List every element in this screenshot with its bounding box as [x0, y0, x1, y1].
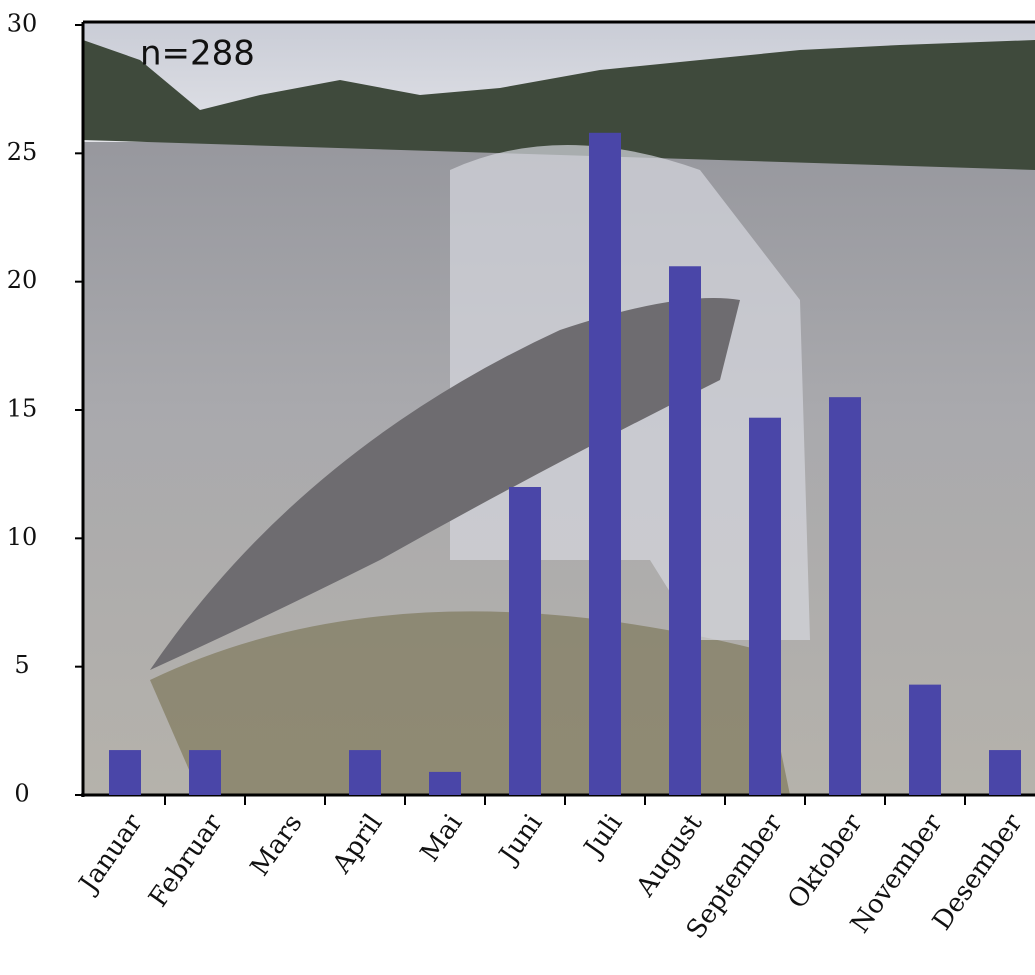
- bar: [109, 750, 141, 795]
- x-tick-label: Oktober: [782, 808, 869, 914]
- bar: [509, 487, 541, 795]
- bar: [189, 750, 221, 795]
- bar: [829, 397, 861, 795]
- bar: [589, 133, 621, 795]
- x-tick-label: Juli: [577, 809, 628, 865]
- x-tick-label: August: [630, 808, 709, 902]
- bar: [909, 685, 941, 795]
- x-tick-label: Juni: [492, 809, 548, 871]
- x-tick-label: Mars: [245, 809, 309, 882]
- bar: [349, 750, 381, 795]
- bar: [749, 418, 781, 795]
- y-tick-label: 15: [7, 395, 38, 423]
- x-tick-label: April: [326, 809, 388, 880]
- y-tick-label: 25: [7, 138, 38, 166]
- chart: n=288 0 5 10 15 20 25 30 JanuarFebruarMars April…: [0, 0, 1035, 975]
- x-tick-label: Februar: [143, 808, 229, 912]
- y-tick-label: 30: [7, 10, 38, 38]
- y-tick-label: 0: [14, 780, 29, 808]
- x-tick-label: Mai: [415, 809, 469, 868]
- bar: [429, 772, 461, 795]
- bar: [669, 266, 701, 795]
- bar: [989, 750, 1021, 795]
- y-tick-label: 5: [14, 651, 29, 679]
- y-tick-label: 10: [7, 523, 38, 551]
- y-tick-label: 20: [7, 266, 38, 294]
- background-photo: [83, 22, 1035, 795]
- annotation: n=288: [140, 34, 255, 74]
- x-tick-label: Januar: [72, 808, 149, 900]
